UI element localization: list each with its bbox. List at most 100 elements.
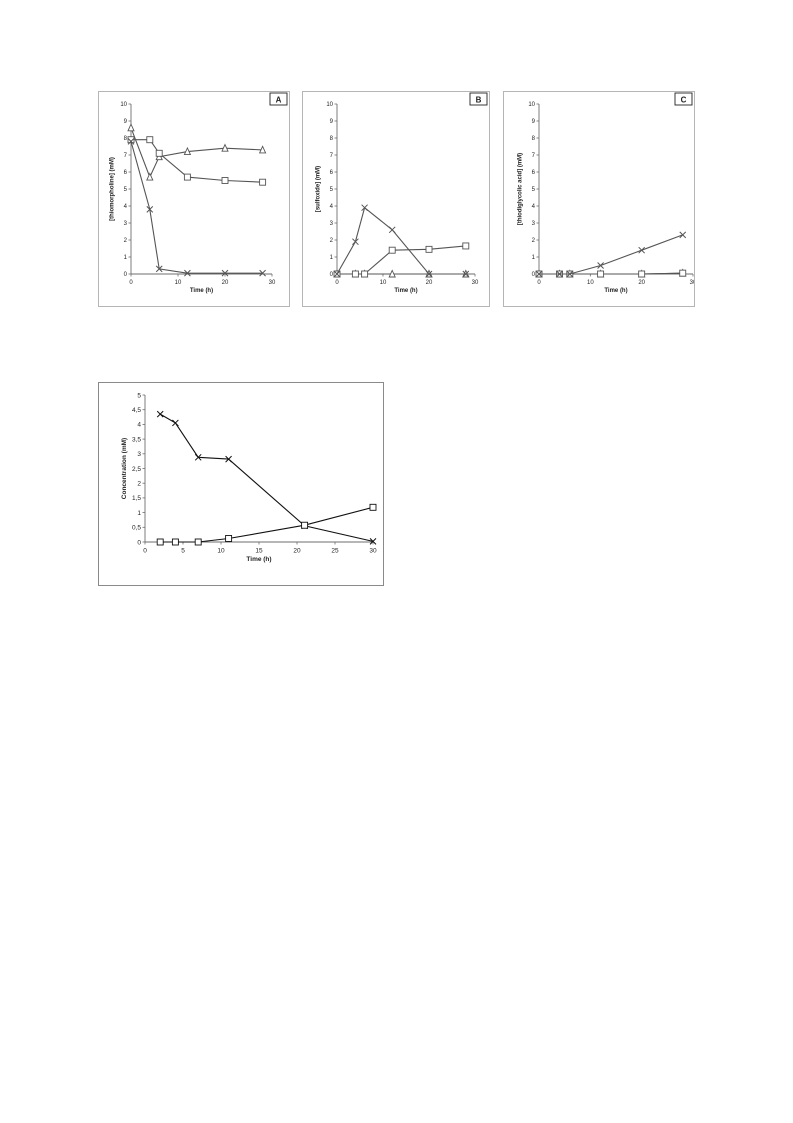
x-tick-label: 20 xyxy=(638,280,645,286)
data-point-x xyxy=(369,538,377,545)
y-tick-label: 3 xyxy=(137,451,141,458)
data-point-square xyxy=(425,245,433,253)
y-tick-label: 6 xyxy=(532,170,536,176)
y-tick-label: 6 xyxy=(330,170,334,176)
data-point-x xyxy=(146,206,154,213)
x-tick-label: 10 xyxy=(380,280,387,286)
data-point-x xyxy=(155,265,163,273)
data-point-square xyxy=(156,538,164,546)
x-axis-title: Time (h) xyxy=(246,556,271,563)
data-point-x xyxy=(172,419,179,427)
chart-c-svg: 0 1 2 3 4 5 6 7 8 9 10 0 10 20 30 Time (h) [thiodiglycol… xyxy=(517,92,694,294)
data-point-square xyxy=(171,538,179,546)
y-tick-label: 4 xyxy=(124,204,128,210)
y-tick-label: 4,5 xyxy=(132,407,141,414)
x-tick-label: 0 xyxy=(335,280,339,286)
x-tick-label: 10 xyxy=(587,280,594,286)
chart-concentration-svg: 0 0,5 1 1,5 2 2,5 3 3,5 4 4,5 5 0 5 10 15 20 25 30 Time (h… xyxy=(121,392,377,563)
y-tick-label: 3 xyxy=(330,221,334,227)
series-line-square xyxy=(337,245,466,275)
data-point-x xyxy=(333,270,341,278)
x-tick-label: 25 xyxy=(331,548,339,555)
data-point-square xyxy=(301,521,309,529)
data-point-square xyxy=(369,503,377,511)
data-point-triangle xyxy=(388,269,396,278)
y-tick-label: 1 xyxy=(330,255,334,261)
y-tick-label: 7 xyxy=(532,153,536,159)
data-point-x xyxy=(535,270,543,278)
y-tick-label: 5 xyxy=(532,187,536,193)
data-point-x xyxy=(259,269,266,277)
y-tick-label: 7 xyxy=(124,153,128,159)
panel-label-box xyxy=(674,92,693,106)
data-point-square xyxy=(462,242,470,250)
x-tick-label: 5 xyxy=(181,548,185,555)
x-tick-label: 20 xyxy=(426,280,433,286)
data-point-square xyxy=(597,270,605,278)
data-point-x xyxy=(638,246,646,254)
data-point-x xyxy=(184,269,191,277)
data-point-x xyxy=(194,453,202,461)
data-point-square xyxy=(388,246,396,254)
x-tick-label: 20 xyxy=(222,280,229,286)
data-point-square xyxy=(679,269,687,277)
series-line-x xyxy=(336,206,466,275)
y-tick-label: 8 xyxy=(124,136,128,142)
data-point-x xyxy=(352,238,359,246)
y-tick-label: 10 xyxy=(120,102,127,108)
x-tick-label: 30 xyxy=(472,280,479,286)
chart-b-svg: 0 1 2 3 4 5 6 7 8 9 10 0 10 20 30 Time (h) [sulfoxide] (… xyxy=(315,92,488,294)
data-point-square xyxy=(361,270,369,278)
data-point-x xyxy=(566,270,574,278)
y-tick-label: 3 xyxy=(532,221,536,227)
data-point-triangle xyxy=(127,123,135,132)
y-axis-title: [thiodiglycolic acid] (mM) xyxy=(517,153,523,225)
data-point-x xyxy=(597,262,604,269)
x-tick-label: 30 xyxy=(690,280,694,286)
series-line-x xyxy=(159,413,374,542)
y-tick-label: 3,5 xyxy=(132,436,141,443)
data-point-square xyxy=(638,270,646,278)
y-tick-label: 9 xyxy=(124,119,128,125)
y-tick-label: 10 xyxy=(326,102,333,108)
y-tick-label: 6 xyxy=(124,170,128,176)
y-tick-label: 2 xyxy=(330,238,334,244)
y-tick-label: 8 xyxy=(532,136,536,142)
y-tick-label: 5 xyxy=(137,392,141,399)
chart-panel-a: 0 1 2 3 4 5 6 7 8 9 10 0 10 20 30 Time (h) [thiomorpholi… xyxy=(98,91,290,307)
series-line-square xyxy=(160,506,374,543)
y-tick-label: 1 xyxy=(137,510,141,517)
data-point-x xyxy=(425,270,433,278)
data-point-x xyxy=(462,270,470,278)
y-tick-label: 2,5 xyxy=(132,466,141,473)
y-tick-label: 1,5 xyxy=(132,495,141,502)
x-tick-label: 0 xyxy=(537,280,541,286)
y-tick-label: 9 xyxy=(330,119,334,125)
y-tick-label: 2 xyxy=(137,480,141,487)
panel-label-box xyxy=(269,92,288,106)
y-tick-label: 7 xyxy=(330,153,334,159)
x-tick-label: 30 xyxy=(269,280,276,286)
y-tick-label: 2 xyxy=(532,238,536,244)
panel-label: B xyxy=(476,96,482,105)
y-tick-label: 5 xyxy=(330,187,334,193)
data-point-triangle xyxy=(258,145,267,154)
x-tick-label: 0 xyxy=(129,280,133,286)
y-tick-label: 4 xyxy=(137,422,141,429)
panel-label: C xyxy=(681,96,687,105)
y-tick-label: 8 xyxy=(330,136,334,142)
data-point-square xyxy=(146,136,154,144)
chart-panel-b: 0 1 2 3 4 5 6 7 8 9 10 0 10 20 30 Time (h) [sulfoxide] (… xyxy=(302,91,490,307)
y-tick-label: 0,5 xyxy=(132,525,141,532)
x-axis-title: Time (h) xyxy=(190,288,213,294)
y-tick-label: 9 xyxy=(532,119,536,125)
data-point-square xyxy=(225,535,233,542)
y-axis-title: [sulfoxide] (mM) xyxy=(315,166,321,212)
x-tick-label: 15 xyxy=(255,548,263,555)
y-tick-label: 0 xyxy=(330,272,334,278)
series-line-triangle xyxy=(130,127,263,179)
x-axis-title: Time (h) xyxy=(604,288,627,294)
y-tick-label: 1 xyxy=(532,255,536,261)
data-point-triangle xyxy=(146,172,154,181)
panel-label-box xyxy=(469,92,488,106)
